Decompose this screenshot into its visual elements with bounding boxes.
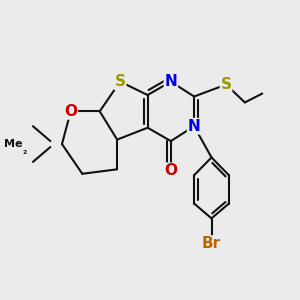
Text: ₂: ₂: [23, 146, 27, 155]
Text: Br: Br: [202, 236, 221, 251]
Text: N: N: [188, 119, 200, 134]
Text: Me: Me: [4, 139, 23, 149]
Text: S: S: [220, 77, 232, 92]
Text: N: N: [164, 74, 177, 89]
Text: O: O: [64, 104, 77, 119]
Text: O: O: [164, 163, 177, 178]
Text: S: S: [115, 74, 125, 89]
